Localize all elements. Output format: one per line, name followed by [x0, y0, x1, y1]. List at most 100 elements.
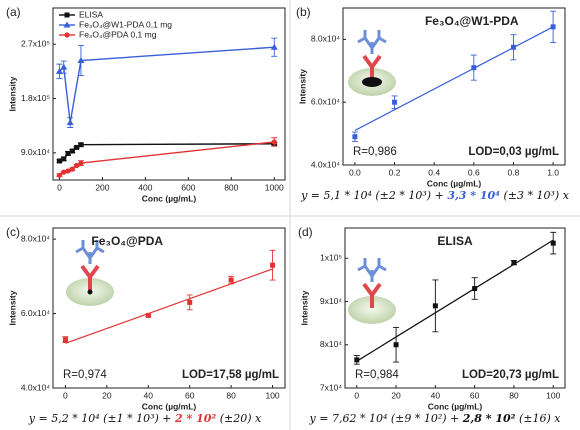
marker	[61, 156, 67, 162]
y-tick-label: 9x10⁴	[320, 296, 342, 306]
marker	[78, 160, 84, 166]
marker	[393, 342, 399, 348]
x-tick-label: 0.8	[508, 167, 520, 177]
x-tick-label: 20	[391, 390, 401, 400]
marker	[550, 24, 556, 30]
marker	[145, 312, 151, 318]
antibody-icon	[346, 256, 398, 326]
y-tick-label: 1.8x10⁵	[21, 93, 50, 103]
marker	[65, 168, 71, 174]
y-tick-label: 8.0x10⁴	[311, 34, 341, 44]
marker	[271, 139, 277, 145]
y-axis-label: Intensity	[7, 76, 17, 111]
antibody-icon	[64, 238, 116, 308]
marker	[62, 337, 68, 343]
y-tick-label: 2.7x10⁵	[21, 38, 50, 48]
y-tick-label: 4.0x10⁴	[311, 159, 341, 169]
x-tick-label: 100	[546, 390, 560, 400]
marker	[352, 134, 358, 140]
equation-part: y = 5,2 * 10⁴ (±1 * 10³) +	[28, 412, 175, 425]
y-axis-label: Intensity	[297, 69, 307, 104]
lod-value: LOD=0,03 µg/mL	[468, 146, 559, 158]
y-tick-label: 8x10⁴	[320, 339, 342, 349]
r-value: R=0,986	[353, 146, 397, 158]
marker	[56, 172, 63, 178]
marker	[187, 299, 193, 305]
panel: (d) 0 20 40 60 80 100 7x10⁴ 8x10⁴ 9x10⁴ 1x10⁵ Conc …	[298, 225, 566, 425]
marker	[55, 67, 63, 74]
equation-part: (±20) x	[216, 412, 262, 425]
marker	[432, 303, 438, 309]
marker	[270, 262, 276, 268]
series-line	[59, 141, 275, 176]
x-tick-label: 60	[470, 390, 480, 400]
y-axis-label: Intensity	[299, 290, 309, 325]
x-tick-label: 0	[63, 390, 68, 400]
x-tick-label: 400	[138, 182, 152, 192]
x-axis-label: Conc (µg/mL)	[142, 401, 197, 411]
equation-part: (±16) x	[515, 412, 561, 425]
series-line	[59, 143, 275, 162]
x-tick-label: 40	[431, 390, 441, 400]
y-tick-label: 9.0x10⁴	[21, 147, 51, 157]
r-value: R=0,974	[63, 369, 107, 381]
marker	[65, 150, 71, 156]
x-tick-label: 40	[144, 390, 154, 400]
marker	[77, 57, 85, 64]
x-axis-label: Conc (µg/mL)	[427, 178, 482, 188]
marker	[60, 63, 68, 70]
marker	[56, 158, 62, 164]
lod-value: LOD=20,73 µg/mL	[462, 369, 559, 381]
equation-part: (±3 * 10³) x	[500, 189, 570, 202]
panel-title: Fe₃O₄@PDA	[91, 234, 163, 248]
panel-label: (a)	[6, 5, 21, 19]
x-tick-label: 800	[224, 182, 238, 192]
marker	[74, 162, 80, 169]
x-tick-label: 0.2	[389, 167, 401, 177]
antibody-icon	[346, 28, 398, 98]
panel-label: (b)	[296, 5, 311, 19]
equation-part: y = 5,1 * 10⁴ (±2 * 10³) +	[300, 189, 447, 202]
x-axis-label: Conc (µg/mL)	[142, 193, 197, 203]
x-tick-label: 200	[95, 182, 109, 192]
marker	[511, 260, 517, 266]
x-tick-label: 600	[181, 182, 195, 192]
marker	[354, 357, 360, 363]
marker	[471, 65, 477, 71]
panel: (b) 0.0 0.2 0.4 0.6 0.8 1.0 4.0x10⁴ 6.0x10⁴ 8.0x1…	[296, 5, 570, 202]
marker	[78, 142, 84, 148]
lod-value: LOD=17,58 µg/mL	[182, 369, 279, 381]
equation-part: 3,3 * 10⁴	[447, 189, 500, 202]
marker	[66, 119, 74, 126]
panel: (c) 0 20 40 60 80 100 4.0x10⁴ 6.0x10⁴ 8.0x10⁴ Conc…	[6, 225, 286, 425]
marker	[74, 144, 80, 150]
fit-line	[65, 268, 273, 344]
plot-frame	[344, 227, 566, 389]
equation-part: y = 7,62 * 10⁴ (±9 * 10²) +	[309, 412, 463, 425]
legend-marker	[64, 12, 70, 18]
marker	[392, 99, 398, 105]
equation: y = 5,2 * 10⁴ (±1 * 10³) + 2 * 10² (±20)…	[28, 412, 262, 425]
plot-frame	[52, 227, 286, 389]
legend-label: Fe₃O₄@W1-PDA 0,1 mg	[79, 19, 172, 29]
x-tick-label: 100	[265, 390, 279, 400]
marker	[270, 43, 278, 50]
x-tick-label: 60	[185, 390, 195, 400]
legend-marker	[63, 21, 71, 28]
x-tick-label: 0.4	[428, 167, 440, 177]
marker	[69, 148, 75, 154]
y-tick-label: 7x10⁴	[320, 382, 342, 392]
marker	[69, 166, 75, 172]
marker	[472, 286, 478, 292]
series-line	[58, 46, 275, 123]
legend-marker	[64, 32, 70, 38]
x-tick-label: 1000	[265, 182, 284, 192]
y-tick-label: 6.0x10⁴	[311, 96, 341, 106]
plot-frame	[342, 7, 566, 166]
marker	[510, 44, 516, 50]
fit-line	[356, 239, 554, 362]
panel-title: ELISA	[437, 234, 473, 248]
panel-label: (c)	[6, 225, 20, 239]
